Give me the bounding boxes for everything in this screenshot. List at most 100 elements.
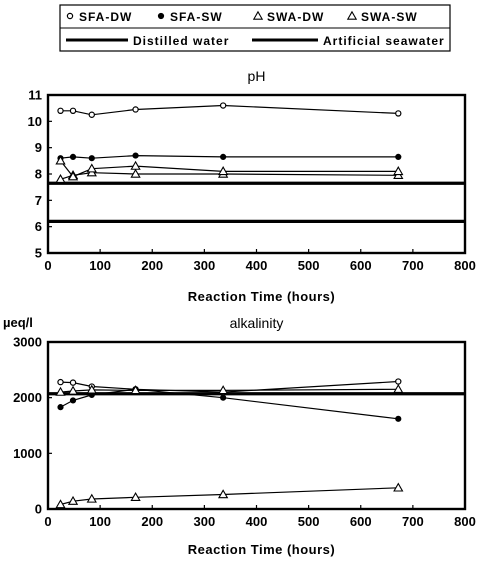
alkalinity-chart: alkalinity µeq/l 0 1000 2000 3000 0 100 200 300 40… (3, 315, 476, 557)
x-tick-label: 400 (246, 514, 268, 529)
legend-marker-swa-sw (346, 10, 358, 20)
x-tick-label: 800 (454, 514, 476, 529)
chart-title: pH (248, 68, 266, 84)
series-sfa-sw (57, 152, 402, 162)
data-point-sfa-sw (220, 394, 227, 401)
legend-label-artificial-seawater: Artificial seawater (323, 34, 445, 48)
y-tick-label: 6 (35, 219, 42, 234)
y-tick-label: 7 (35, 193, 42, 208)
data-point-sfa-dw (219, 102, 227, 109)
data-point-swa-sw (217, 166, 229, 176)
x-tick-label: 600 (350, 514, 372, 529)
legend-label-distilled-water: Distilled water (133, 34, 229, 48)
y-tick-label: 8 (35, 167, 42, 182)
x-tick-label: 400 (246, 258, 268, 273)
data-point-swa-sw (130, 160, 141, 170)
series-swa-dw (55, 167, 404, 183)
legend-line-entries: Distilled water Artificial seawater (66, 34, 445, 48)
data-point-sfa-sw (69, 153, 77, 160)
data-point-sfa-sw (132, 152, 139, 159)
series-swa-sw (55, 155, 404, 181)
data-point-swa-dw (67, 495, 79, 505)
ph-chart: pH 5 6 7 8 9 10 11 0 100 200 300 400 500 600 700 800 Reac… (28, 68, 476, 304)
data-point-sfa-sw (57, 404, 64, 411)
series-line-swa-dw (60, 172, 399, 180)
legend: SFA-DW SFA-SW SWA-DW SWA-SW Distilled water… (59, 4, 451, 52)
x-tick-label: 600 (350, 258, 372, 273)
data-point-swa-sw (86, 163, 97, 173)
x-tick-label: 700 (402, 258, 424, 273)
data-point-swa-dw (130, 168, 141, 178)
data-point-sfa-sw (220, 153, 227, 160)
data-point-swa-sw (130, 385, 141, 395)
series-swa-dw (55, 482, 404, 509)
y-tick-label: 3000 (13, 335, 42, 350)
legend-marker-entries: SFA-DW SFA-SW SWA-DW SWA-SW (66, 10, 418, 24)
x-tick-label: 500 (298, 514, 320, 529)
data-point-sfa-dw (132, 106, 139, 113)
y-tick-label: 1000 (13, 446, 42, 461)
data-point-sfa-dw (57, 378, 64, 386)
series-sfa-dw (57, 102, 402, 118)
x-tick-label: 0 (44, 258, 51, 273)
data-point-swa-sw (67, 171, 79, 181)
y-tick-label: 10 (28, 114, 42, 129)
data-point-swa-sw (55, 386, 66, 396)
series-line-sfa-sw (60, 154, 399, 159)
legend-label-sfa-dw: SFA-DW (79, 10, 132, 24)
legend-marker-sfa-dw (66, 12, 74, 20)
y-tick-label: 5 (35, 246, 42, 261)
y-axis-unit-label: µeq/l (3, 315, 33, 330)
series-swa-sw (55, 384, 404, 396)
legend-label-swa-sw: SWA-SW (361, 10, 418, 24)
data-point-swa-dw (393, 482, 404, 492)
x-axis-label: Reaction Time (hours) (188, 542, 336, 557)
data-point-swa-sw (217, 385, 229, 395)
x-tick-label: 200 (141, 514, 163, 529)
data-point-swa-dw (130, 492, 141, 502)
data-point-swa-dw (86, 493, 97, 503)
data-point-swa-sw (86, 384, 97, 394)
series-line-swa-dw (60, 487, 399, 506)
data-point-sfa-dw (57, 107, 64, 115)
x-tick-label: 300 (194, 258, 216, 273)
data-point-sfa-dw (69, 379, 77, 386)
data-point-sfa-sw (395, 415, 402, 422)
legend-marker-sfa-sw (157, 12, 165, 20)
x-tick-label: 0 (44, 514, 51, 529)
x-tick-label: 200 (141, 258, 163, 273)
x-tick-label: 300 (194, 514, 216, 529)
data-point-swa-sw (393, 166, 404, 176)
data-point-swa-dw (55, 499, 66, 509)
data-point-sfa-sw (88, 155, 95, 162)
data-point-sfa-dw (395, 110, 402, 117)
series-line-sfa-dw (60, 104, 399, 116)
data-point-swa-dw (55, 173, 66, 183)
data-point-swa-dw (217, 489, 229, 499)
data-point-sfa-dw (395, 378, 402, 385)
series-line-swa-sw (60, 160, 399, 178)
data-point-sfa-sw (69, 397, 77, 404)
data-point-sfa-sw (395, 153, 402, 160)
data-point-sfa-dw (69, 107, 77, 115)
y-tick-label: 11 (28, 88, 42, 103)
x-axis-label: Reaction Time (hours) (188, 289, 336, 304)
x-tick-label: 500 (298, 258, 320, 273)
data-point-swa-sw (393, 384, 404, 394)
chart-title: alkalinity (230, 315, 284, 331)
data-point-swa-sw (55, 155, 66, 165)
legend-label-sfa-sw: SFA-SW (170, 10, 223, 24)
x-tick-label: 800 (454, 258, 476, 273)
plot-frame (46, 340, 467, 511)
y-tick-label: 0 (35, 502, 42, 517)
x-tick-label: 700 (402, 514, 424, 529)
data-point-sfa-dw (88, 111, 95, 118)
x-tick-label: 100 (89, 514, 111, 529)
y-tick-label: 2000 (13, 390, 42, 405)
y-tick-label: 9 (35, 140, 42, 155)
x-tick-label: 100 (89, 258, 111, 273)
data-point-swa-sw (67, 385, 79, 395)
legend-marker-swa-dw (252, 10, 264, 20)
legend-label-swa-dw: SWA-DW (267, 10, 324, 24)
